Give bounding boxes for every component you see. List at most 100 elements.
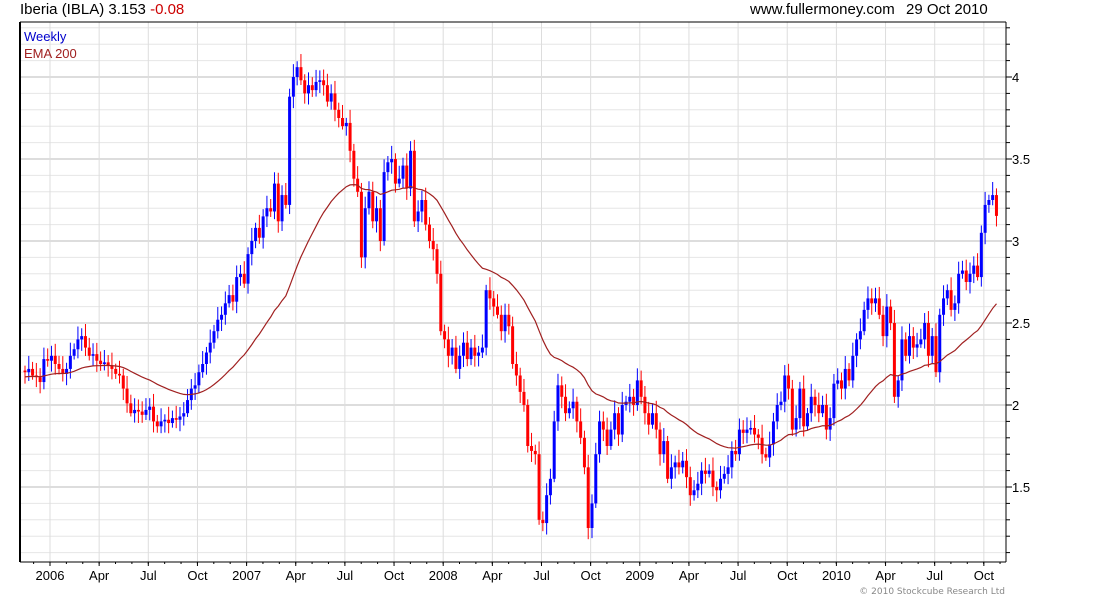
candle-body [787,375,791,389]
candle [250,227,254,266]
candle-body [934,336,938,373]
candle [469,339,473,366]
candle-body [666,441,670,479]
candle-body [269,208,273,212]
candle-body [465,342,469,360]
candle [186,389,190,417]
candle [858,318,862,350]
candle-body [163,419,167,422]
candle [809,383,813,422]
candle-body [193,385,197,389]
candle-body [858,331,862,340]
candle [545,483,549,535]
candle-body [367,191,371,209]
x-tick-label: 2008 [429,568,458,583]
candle-body [91,354,95,356]
candle [125,375,129,413]
candle-body [586,467,590,528]
candle [764,447,768,461]
candle [666,435,670,484]
candle [972,256,976,284]
candle [91,343,95,367]
candle [662,428,666,463]
candle-body [590,503,594,528]
candle [352,143,356,187]
candle [616,407,620,446]
candle-body [261,216,265,238]
candle-body [715,487,719,491]
candle [496,294,499,319]
candle [575,396,579,433]
candle-body [284,195,288,205]
candle [964,259,968,291]
candle-body [99,360,103,364]
candle [310,77,314,97]
candle-body [692,490,696,496]
candle [291,64,295,109]
candle [700,462,704,496]
candle-body [412,150,416,222]
candle-body [594,454,598,504]
candle [518,367,522,404]
candle-body [953,303,957,310]
candle [768,431,772,467]
candle-body [220,314,224,320]
candle [318,70,322,93]
candle-body [972,265,976,274]
candle-body [741,429,745,433]
candle [979,225,983,287]
candle-body [409,150,413,189]
candle [450,339,454,365]
candle-body [548,478,552,496]
candle [579,408,583,445]
candle-body [688,477,692,496]
candle [737,418,741,461]
candle-body [27,368,31,373]
candle [246,247,250,294]
candle-body [23,370,27,373]
candle [212,324,216,349]
candle-body [991,195,995,200]
candle-body [133,409,137,414]
candle [193,373,197,400]
candle [904,332,908,362]
candle [272,172,276,220]
candle [87,337,91,361]
candle-body [605,429,609,446]
website-link[interactable]: www.fullermoney.com [750,1,895,18]
candle [269,199,273,217]
candle-body [855,339,859,356]
candle-body [892,323,896,397]
candle [507,303,511,335]
candle-body [178,416,182,420]
candle [601,411,605,442]
candle-body [805,413,809,427]
candle-body [38,377,42,383]
candle [480,334,484,358]
candle [745,417,749,444]
candle [590,494,594,539]
candle [488,277,492,310]
candle [446,326,450,368]
candle [65,362,69,386]
x-tick-label: Apr [679,568,700,583]
candle [877,286,881,320]
x-tick-label: Jul [926,568,943,583]
candle [280,185,284,231]
candle-body [870,298,874,304]
candle-body [348,122,352,151]
candle [832,373,836,426]
candle [919,328,923,348]
candle-body [314,81,318,91]
candle [783,365,787,413]
candle-body [949,290,953,310]
candle-body [231,295,235,302]
candle-body [802,388,806,427]
candle [564,384,568,422]
candle [231,284,235,311]
x-tick-label: Oct [187,568,208,583]
candle-body [473,347,477,356]
legend-weekly: Weekly [24,29,67,44]
candle-body [484,290,488,348]
